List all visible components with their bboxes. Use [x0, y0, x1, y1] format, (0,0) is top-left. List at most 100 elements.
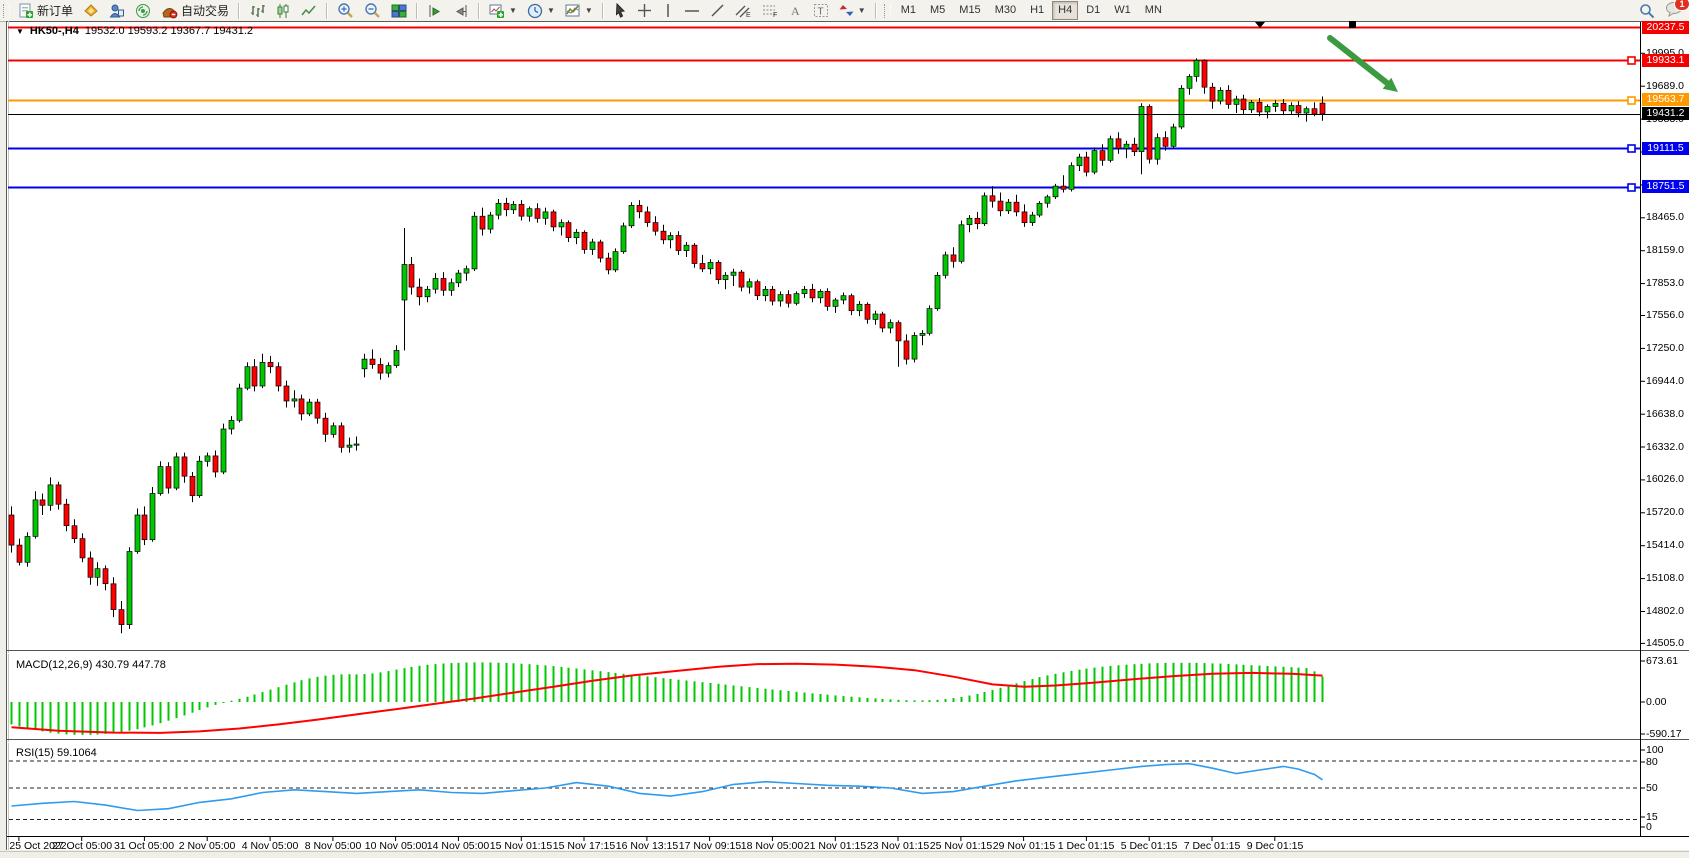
candlestick-chart-button[interactable]	[270, 0, 296, 21]
candlestick-chart-icon	[277, 3, 289, 18]
green-arrow[interactable]	[1327, 35, 1390, 86]
line-handle[interactable]	[1349, 21, 1356, 28]
panel-separator[interactable]	[7, 650, 1689, 651]
zoom-in-button[interactable]	[332, 0, 359, 21]
rsi-line	[11, 762, 1323, 812]
date-label: 16 Nov 13:15	[615, 840, 679, 852]
crosshair-tool-button[interactable]	[632, 0, 657, 21]
text-label-icon: T	[813, 4, 828, 18]
timeframe-mn[interactable]: MN	[1144, 4, 1162, 16]
date-label: 15 Nov 01:15	[489, 840, 553, 852]
price-tick-14802.0: 14802.0	[1646, 605, 1684, 617]
fibonacci-tool-button[interactable]: F	[757, 0, 784, 21]
toolbar-separator	[326, 2, 329, 19]
price-label-20237.5: 20237.5	[1642, 21, 1689, 34]
chart-shift-button[interactable]	[448, 0, 474, 21]
svg-text:A: A	[791, 4, 800, 18]
panel-separator	[7, 653, 1689, 654]
macd-name: MACD(12,26,9)	[16, 659, 93, 671]
chat-button[interactable]: 1	[1665, 0, 1689, 20]
market-watch-button[interactable]	[104, 0, 130, 21]
fibonacci-icon: F	[762, 5, 777, 18]
date-label: 9 Dec 01:15	[1246, 840, 1304, 852]
date-label: 29 Nov 01:15	[992, 840, 1056, 852]
rsi-label: RSI(15) 59.1064	[16, 747, 97, 759]
chart-canvas-background[interactable]	[6, 21, 1689, 850]
indicators-button[interactable]: ▼	[560, 0, 598, 21]
toolbar-separator	[238, 2, 241, 19]
arrows-tool-button[interactable]: ▼	[834, 0, 871, 21]
new-chart-button[interactable]: ▼	[484, 0, 522, 21]
toolbar-right: 1	[1639, 0, 1689, 21]
price-tick-15414.0: 15414.0	[1646, 539, 1684, 551]
text-label-tool-button[interactable]: T	[808, 0, 834, 21]
price-tick-16944.0: 16944.0	[1646, 375, 1684, 387]
horizontal-line-icon	[684, 9, 699, 12]
text-tool-button[interactable]: A	[784, 0, 808, 21]
zoom-out-button[interactable]	[359, 0, 386, 21]
timeframe-w1[interactable]: W1	[1114, 4, 1131, 16]
arrows-icon	[839, 5, 854, 16]
chart-title: ▼ HK50-,H4 19532.0 19593.2 19367.7 19431…	[16, 25, 253, 37]
date-label: 18 Nov 05:00	[740, 840, 804, 852]
metaeditor-button[interactable]	[78, 0, 104, 21]
market-watch-icon	[109, 4, 125, 17]
green-arrow-head	[1382, 77, 1398, 92]
bar-chart-button[interactable]	[244, 0, 270, 21]
timeframe-m30[interactable]: M30	[994, 4, 1017, 16]
indicators-icon	[565, 4, 580, 16]
timeframe-m1[interactable]: M1	[900, 4, 916, 16]
panel-separator[interactable]	[7, 739, 1689, 740]
new-order-button[interactable]: 新订单	[13, 0, 78, 21]
cursor-tool-button[interactable]	[608, 0, 632, 21]
panel-separator	[7, 742, 1689, 743]
candlesticks	[8, 58, 1326, 634]
date-label: 15 Nov 17:15	[552, 840, 616, 852]
timeframe-h1[interactable]: H1	[1030, 4, 1045, 16]
svg-text:T: T	[817, 7, 823, 18]
tile-windows-icon	[391, 4, 407, 17]
vertical-line-tool-button[interactable]	[657, 0, 679, 21]
chart-symbol-period: HK50-,H4	[29, 25, 79, 37]
vertical-line-icon	[667, 4, 669, 17]
date-label: 27 Oct 05:00	[51, 840, 113, 852]
window-border	[6, 21, 7, 850]
metaeditor-icon	[84, 3, 98, 17]
chart-collapse-icon[interactable]: ▼	[16, 26, 24, 36]
price-tick-15108.0: 15108.0	[1646, 572, 1684, 584]
line-chart-button[interactable]	[296, 0, 322, 21]
date-label: 7 Dec 01:15	[1183, 840, 1241, 852]
timeframe-m5[interactable]: M5	[930, 4, 946, 16]
toolbar-separator	[874, 2, 877, 19]
sell-marker-icon[interactable]	[1255, 22, 1265, 28]
timeframe-h4[interactable]: H4	[1052, 1, 1079, 20]
trendline-tool-button[interactable]	[705, 0, 730, 21]
search-icon[interactable]	[1639, 3, 1655, 19]
timeframe-toolbar: M1 M5 M15 M30 H1 H4 D1 W1 MN	[894, 1, 1169, 20]
chevron-down-icon: ▼	[857, 6, 866, 15]
window-border	[6, 21, 1689, 22]
zoom-in-icon	[338, 3, 353, 18]
toolbar-grip[interactable]	[3, 3, 10, 18]
date-label: 31 Oct 05:00	[113, 840, 175, 852]
auto-scroll-button[interactable]	[422, 0, 448, 21]
date-label: 14 Nov 05:00	[426, 840, 490, 852]
equidistant-channel-tool-button[interactable]: E	[730, 0, 757, 21]
timeframe-m15[interactable]: M15	[959, 4, 981, 16]
toolbar-grip[interactable]	[883, 3, 891, 18]
price-tick-16638.0: 16638.0	[1646, 408, 1684, 420]
horizontal-line-tool-button[interactable]	[679, 0, 705, 21]
autotrading-button[interactable]: 自动交易	[156, 0, 234, 21]
price-tick-16026.0: 16026.0	[1646, 473, 1684, 485]
tile-windows-button[interactable]	[386, 0, 412, 21]
signals-button[interactable]	[130, 0, 156, 21]
chart-ohlc-values: 19532.0 19593.2 19367.7 19431.2	[84, 25, 254, 37]
profiles-button[interactable]: ▼	[522, 0, 560, 21]
timeframe-d1[interactable]: D1	[1086, 4, 1101, 16]
rsi-name: RSI(15)	[16, 747, 54, 759]
macd-values: 430.79 447.78	[95, 659, 166, 671]
auto-scroll-icon	[429, 4, 441, 17]
date-label: 25 Oct 2022	[9, 840, 67, 852]
price-tick-15720.0: 15720.0	[1646, 506, 1684, 518]
